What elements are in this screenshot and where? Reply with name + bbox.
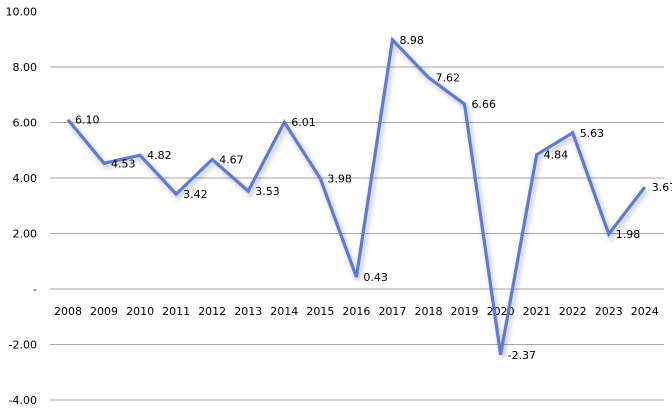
x-tick-label: 2017 xyxy=(378,305,406,318)
x-tick-label: 2019 xyxy=(451,305,479,318)
data-labels: 6.10 4.53 4.82 3.42 4.67 3.53 6.01 3.98 0.43 8.98… xyxy=(75,34,672,362)
data-label: 5.63 xyxy=(580,127,605,140)
y-tick-label: -2.00 xyxy=(9,339,37,352)
data-label: 4.84 xyxy=(544,149,569,162)
data-label: 7.62 xyxy=(436,72,461,85)
series-layer xyxy=(66,36,649,359)
y-tick-label: 2.00 xyxy=(13,228,38,241)
data-label: -2.37 xyxy=(508,349,536,362)
data-label: 4.53 xyxy=(111,157,136,170)
data-label: 0.43 xyxy=(363,271,388,284)
x-tick-label: 2018 xyxy=(415,305,443,318)
y-tick-label: 6.00 xyxy=(13,117,38,130)
x-tick-label: 2016 xyxy=(342,305,370,318)
x-tick-label: 2023 xyxy=(595,305,623,318)
data-label: 3.53 xyxy=(255,185,280,198)
data-label: 4.82 xyxy=(147,149,172,162)
x-tick-label: 2015 xyxy=(306,305,334,318)
x-tick-label: 2010 xyxy=(126,305,154,318)
y-tick-label: - xyxy=(33,283,37,296)
data-label: 1.98 xyxy=(616,228,641,241)
x-tick-label: 2024 xyxy=(631,305,659,318)
x-tick-label: 2009 xyxy=(90,305,118,318)
x-tick-label: 2012 xyxy=(198,305,226,318)
data-label: 3.98 xyxy=(327,173,352,186)
data-label: 4.67 xyxy=(219,153,244,166)
data-label: 3.67 xyxy=(652,181,672,194)
data-label: 6.01 xyxy=(291,116,316,129)
data-label: 6.66 xyxy=(472,98,497,111)
y-tick-label: -4.00 xyxy=(9,394,37,407)
x-tick-label: 2011 xyxy=(162,305,190,318)
gridlines xyxy=(50,66,664,401)
x-axis-ticks: 2008 2009 2010 2011 2012 2013 2014 2015 2016 2017… xyxy=(54,305,659,318)
data-label: 3.42 xyxy=(183,188,208,201)
y-tick-label: 10.00 xyxy=(6,6,38,19)
x-tick-label: 2022 xyxy=(559,305,587,318)
x-tick-label: 2014 xyxy=(270,305,298,318)
y-tick-label: 4.00 xyxy=(13,172,38,185)
data-label: 6.10 xyxy=(75,114,100,127)
y-tick-label: 8.00 xyxy=(13,61,38,74)
x-tick-label: 2008 xyxy=(54,305,82,318)
x-tick-label: 2013 xyxy=(234,305,262,318)
data-label: 8.98 xyxy=(399,34,424,47)
x-tick-label: 2021 xyxy=(523,305,551,318)
y-axis-ticks: 10.00 8.00 6.00 4.00 2.00 - -2.00 -4.00 xyxy=(6,6,38,408)
